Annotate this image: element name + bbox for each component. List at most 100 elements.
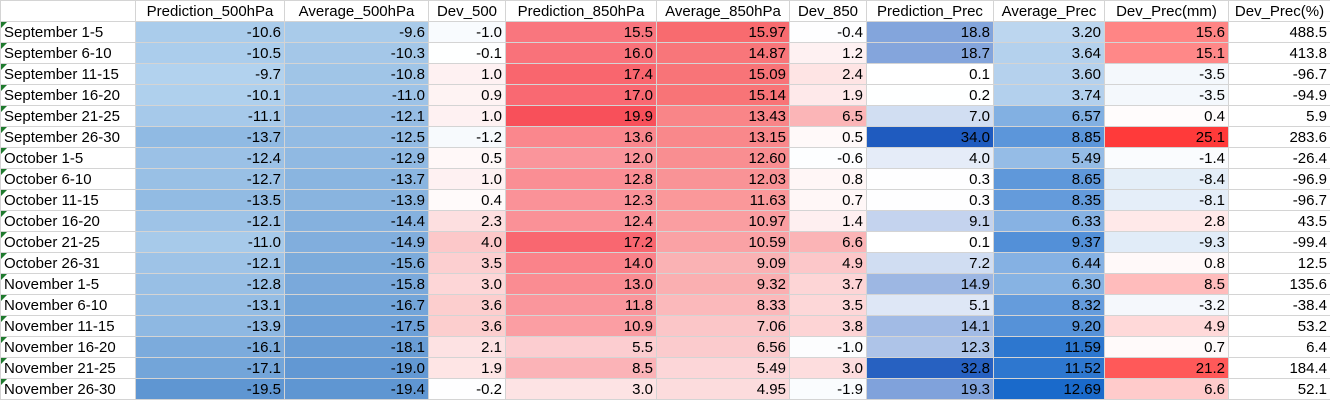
cell[interactable]: 184.4 [1228, 357, 1330, 379]
cell[interactable]: 12.5 [1228, 252, 1330, 274]
cell[interactable]: 3.5 [789, 294, 867, 316]
cell[interactable]: -13.9 [284, 189, 429, 211]
row-label[interactable]: November 16-20 [0, 336, 136, 358]
cell[interactable]: -96.9 [1228, 168, 1330, 190]
cell[interactable]: -96.7 [1228, 63, 1330, 85]
row[interactable]: November 6-10 -13.1 -16.7 3.6 11.8 8.33 3.5 5.1… [0, 294, 1330, 316]
cell[interactable]: 11.8 [505, 294, 657, 316]
cell[interactable]: 17.0 [505, 84, 657, 106]
cell[interactable]: 0.7 [789, 189, 867, 211]
cell[interactable]: 12.69 [993, 378, 1105, 400]
column-header[interactable]: Average_500hPa [284, 0, 429, 22]
cell[interactable]: -0.4 [789, 21, 867, 43]
cell[interactable]: 15.14 [656, 84, 790, 106]
cell[interactable]: 34.0 [866, 126, 994, 148]
cell[interactable]: 0.4 [428, 189, 506, 211]
row[interactable]: November 26-30 -19.5 -19.4 -0.2 3.0 4.95 -1.9 1… [0, 378, 1330, 400]
cell[interactable]: -17.1 [135, 357, 285, 379]
row[interactable]: September 16-20 -10.1 -11.0 0.9 17.0 15.14 1.9… [0, 84, 1330, 106]
cell[interactable]: 14.87 [656, 42, 790, 64]
cell[interactable]: 3.74 [993, 84, 1105, 106]
cell[interactable]: 3.0 [505, 378, 657, 400]
cell[interactable]: 19.3 [866, 378, 994, 400]
cell[interactable]: -13.1 [135, 294, 285, 316]
cell[interactable]: 2.8 [1104, 210, 1229, 232]
cell[interactable]: -10.8 [284, 63, 429, 85]
cell[interactable]: -8.4 [1104, 168, 1229, 190]
column-header[interactable]: Dev_500 [428, 0, 506, 22]
column-header[interactable]: Dev_Prec(mm) [1104, 0, 1229, 22]
cell[interactable]: 4.9 [1104, 315, 1229, 337]
cell[interactable]: 3.8 [789, 315, 867, 337]
cell[interactable]: -12.8 [135, 273, 285, 295]
cell[interactable]: -10.3 [284, 42, 429, 64]
cell[interactable]: 1.0 [428, 105, 506, 127]
cell[interactable]: -14.9 [284, 231, 429, 253]
row-label[interactable]: October 16-20 [0, 210, 136, 232]
cell[interactable]: 17.2 [505, 231, 657, 253]
cell[interactable]: -26.4 [1228, 147, 1330, 169]
cell[interactable]: -10.5 [135, 42, 285, 64]
cell[interactable]: 4.0 [866, 147, 994, 169]
row-label[interactable]: November 11-15 [0, 315, 136, 337]
cell[interactable]: 3.7 [789, 273, 867, 295]
cell[interactable]: 32.8 [866, 357, 994, 379]
cell[interactable]: 8.32 [993, 294, 1105, 316]
row-label[interactable]: October 1-5 [0, 147, 136, 169]
cell[interactable]: -15.6 [284, 252, 429, 274]
cell[interactable]: 15.1 [1104, 42, 1229, 64]
row[interactable]: September 26-30 -13.7 -12.5 -1.2 13.6 13.15 0.… [0, 126, 1330, 148]
cell[interactable]: -96.7 [1228, 189, 1330, 211]
cell[interactable]: 5.49 [656, 357, 790, 379]
cell[interactable]: -3.5 [1104, 63, 1229, 85]
row[interactable]: October 6-10 -12.7 -13.7 1.0 12.8 12.03 0.8 0.3… [0, 168, 1330, 190]
row[interactable]: October 26-31 -12.1 -15.6 3.5 14.0 9.09 4.9 7.2… [0, 252, 1330, 274]
cell[interactable]: 3.6 [428, 294, 506, 316]
cell[interactable]: -12.1 [284, 105, 429, 127]
cell[interactable]: 10.9 [505, 315, 657, 337]
cell[interactable]: 6.33 [993, 210, 1105, 232]
cell[interactable]: 12.60 [656, 147, 790, 169]
cell[interactable]: 17.4 [505, 63, 657, 85]
cell[interactable]: 3.60 [993, 63, 1105, 85]
row-label[interactable]: September 11-15 [0, 63, 136, 85]
cell[interactable]: -12.4 [135, 147, 285, 169]
cell[interactable]: 18.8 [866, 21, 994, 43]
row[interactable]: September 6-10 -10.5 -10.3 -0.1 16.0 14.87 1.2… [0, 42, 1330, 64]
cell[interactable]: -1.2 [428, 126, 506, 148]
cell[interactable]: 2.3 [428, 210, 506, 232]
cell[interactable]: 9.37 [993, 231, 1105, 253]
cell[interactable]: 53.2 [1228, 315, 1330, 337]
row[interactable]: November 16-20 -16.1 -18.1 2.1 5.5 6.56 -1.0 12… [0, 336, 1330, 358]
cell[interactable]: -11.0 [135, 231, 285, 253]
row[interactable]: October 1-5 -12.4 -12.9 0.5 12.0 12.60 -0.6 4.0… [0, 147, 1330, 169]
cell[interactable]: 0.9 [428, 84, 506, 106]
cell[interactable]: -0.6 [789, 147, 867, 169]
cell[interactable]: 11.52 [993, 357, 1105, 379]
cell[interactable]: -12.9 [284, 147, 429, 169]
cell[interactable]: -19.0 [284, 357, 429, 379]
cell[interactable]: -13.7 [284, 168, 429, 190]
cell[interactable]: -38.4 [1228, 294, 1330, 316]
cell[interactable]: 11.63 [656, 189, 790, 211]
cell[interactable]: 0.8 [789, 168, 867, 190]
cell[interactable]: 5.5 [505, 336, 657, 358]
row[interactable]: September 1-5 -10.6 -9.6 -1.0 15.5 15.97 -0.4 1… [0, 21, 1330, 43]
cell[interactable]: 6.6 [1104, 378, 1229, 400]
cell[interactable]: -0.1 [428, 42, 506, 64]
cell[interactable]: -8.1 [1104, 189, 1229, 211]
row[interactable]: November 11-15 -13.9 -17.5 3.6 10.9 7.06 3.8 14… [0, 315, 1330, 337]
cell[interactable]: -12.1 [135, 252, 285, 274]
cell[interactable]: 4.0 [428, 231, 506, 253]
cell[interactable]: 21.2 [1104, 357, 1229, 379]
cell[interactable]: 6.44 [993, 252, 1105, 274]
row-label[interactable]: October 26-31 [0, 252, 136, 274]
cell[interactable]: -3.5 [1104, 84, 1229, 106]
cell[interactable]: 8.33 [656, 294, 790, 316]
cell[interactable]: 1.9 [789, 84, 867, 106]
cell[interactable]: 0.3 [866, 168, 994, 190]
cell[interactable]: 8.85 [993, 126, 1105, 148]
cell[interactable]: 4.9 [789, 252, 867, 274]
cell[interactable]: 9.20 [993, 315, 1105, 337]
row[interactable]: October 21-25 -11.0 -14.9 4.0 17.2 10.59 6.6 0.… [0, 231, 1330, 253]
